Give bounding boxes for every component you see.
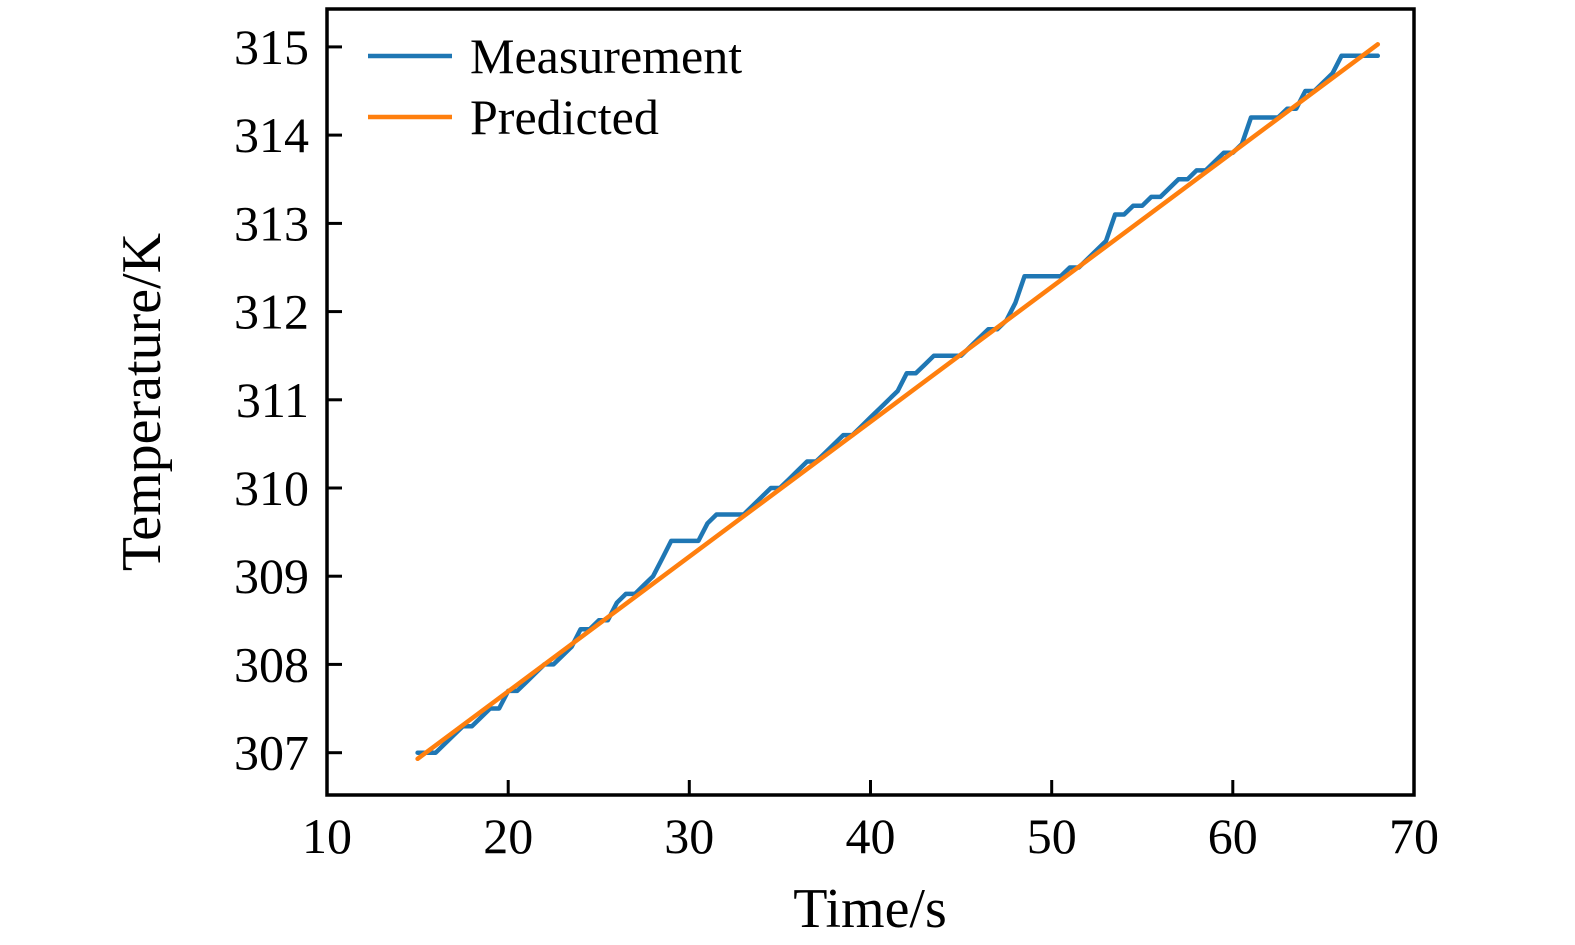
y-tick-label: 307 [234,725,309,781]
x-tick-label: 50 [1027,808,1077,864]
y-tick-label: 310 [234,460,309,516]
y-tick-label: 315 [234,19,309,75]
y-axis-label: Temperature/K [111,233,173,571]
x-tick-label: 20 [483,808,533,864]
legend: Measurement Predicted [368,28,742,145]
x-tick-label: 60 [1208,808,1258,864]
x-tick-label: 10 [302,808,352,864]
y-tick-label: 313 [234,195,309,251]
x-tick-label: 30 [664,808,714,864]
legend-measurement-label: Measurement [470,28,742,84]
series-line-predicted [415,42,1381,762]
y-tick-label: 309 [234,548,309,604]
y-tick-label: 311 [236,372,309,428]
legend-predicted-label: Predicted [470,89,659,145]
x-axis-label: Time/s [793,878,947,940]
series-layer [415,42,1381,762]
series-line-measurement [415,53,1381,755]
x-tick-label: 40 [846,808,896,864]
y-tick-label: 312 [234,284,309,340]
x-tick-label: 70 [1389,808,1439,864]
y-tick-label: 308 [234,636,309,692]
ticks-layer: 10 20 30 40 50 60 70 307 308 309 310 311 312 313 314 31… [234,19,1439,864]
plot-frame [325,7,1416,797]
y-tick-label: 314 [234,107,309,163]
